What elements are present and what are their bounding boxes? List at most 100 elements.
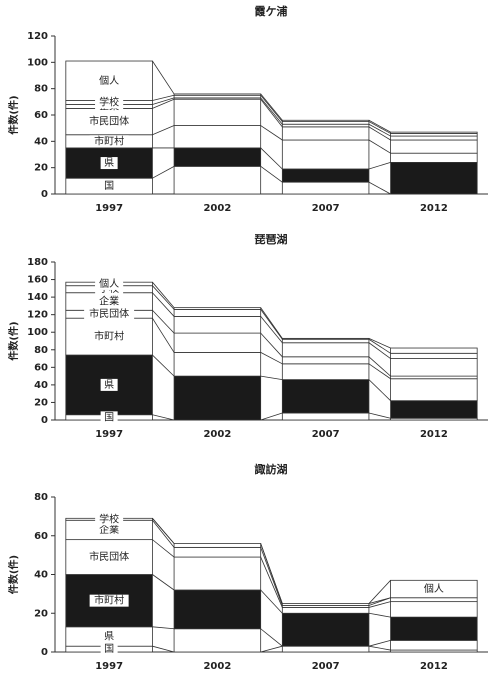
label-bg	[84, 308, 135, 321]
series-label: 県	[104, 631, 114, 643]
label-bg	[95, 74, 124, 87]
bar-segment	[281, 612, 370, 647]
connector	[260, 316, 283, 344]
connector	[152, 281, 175, 308]
connector	[260, 332, 283, 358]
connector	[368, 338, 391, 349]
bar-segment	[281, 126, 370, 141]
connector	[260, 307, 283, 339]
bar-segment	[390, 352, 478, 359]
y-tick-label: 60	[34, 110, 48, 121]
bar-segment	[390, 161, 478, 195]
bar-segment	[173, 546, 262, 558]
series-label: 市町村	[94, 330, 124, 343]
x-tick-label: 2002	[203, 661, 231, 672]
connector	[152, 97, 175, 105]
label-bg	[419, 583, 448, 596]
bar-segment	[173, 556, 262, 591]
series-label: 市民団体	[89, 307, 129, 320]
connector	[152, 60, 175, 95]
bar-segment	[281, 338, 370, 344]
y-tick-label: 120	[27, 310, 48, 321]
y-tick-label: 80	[34, 84, 48, 95]
connector	[368, 645, 391, 651]
connector	[368, 181, 391, 195]
label-bg	[95, 96, 124, 109]
y-tick-label: 80	[34, 492, 48, 503]
bar-segment	[390, 378, 478, 402]
bar-segment	[173, 543, 262, 548]
connector	[152, 94, 175, 101]
series-label: 県	[104, 379, 114, 391]
bar-segment	[173, 352, 262, 377]
connector	[368, 612, 391, 618]
series-label: 国	[104, 643, 114, 655]
connector	[368, 363, 391, 380]
bar-segment	[173, 125, 262, 149]
connector	[368, 412, 391, 419]
label-bg	[89, 135, 129, 148]
connector	[368, 162, 391, 170]
connector	[260, 547, 283, 606]
label-bg	[84, 551, 135, 564]
bar-segment	[281, 337, 370, 340]
connector	[260, 94, 283, 122]
connector	[152, 539, 175, 558]
bar-segment	[281, 342, 370, 358]
connector	[260, 125, 283, 141]
bar-segment	[390, 131, 478, 134]
y-axis-label: 件数(件)	[7, 555, 20, 594]
bar-segment	[390, 601, 478, 618]
y-tick-label: 100	[27, 57, 48, 68]
bar-segment	[173, 589, 262, 630]
bar-segment	[173, 93, 262, 96]
bar-segment	[173, 98, 262, 126]
connector	[260, 412, 283, 421]
connector	[368, 338, 391, 354]
connector	[260, 309, 283, 340]
connector	[368, 379, 391, 401]
connector	[368, 342, 391, 359]
label-bg	[100, 378, 118, 391]
connector	[368, 597, 391, 604]
y-axis-label: 件数(件)	[7, 95, 20, 134]
y-tick-label: 120	[27, 31, 48, 42]
label-bg	[95, 513, 124, 526]
x-tick-label: 2007	[312, 203, 340, 214]
connector	[368, 601, 391, 608]
chart-title: 琵琶湖	[255, 232, 288, 246]
y-tick-label: 0	[41, 189, 48, 200]
y-tick-label: 80	[34, 345, 48, 356]
bar-segment	[390, 139, 478, 154]
series-label: 市町村	[94, 134, 124, 147]
y-tick-label: 160	[27, 275, 48, 286]
connector	[368, 580, 391, 604]
series-label: 県	[104, 157, 114, 169]
bar-segment	[281, 181, 370, 195]
x-tick-label: 2012	[420, 203, 448, 214]
bar-segment	[281, 363, 370, 381]
connector	[368, 121, 391, 134]
label-bg	[100, 157, 118, 170]
y-tick-label: 20	[34, 163, 48, 174]
y-tick-label: 40	[34, 570, 48, 581]
connector	[368, 356, 391, 377]
bar-segment	[281, 607, 370, 614]
connector	[260, 97, 283, 125]
series-label: 企業	[99, 523, 119, 536]
bar-segment	[281, 356, 370, 365]
connector	[260, 375, 283, 381]
y-tick-label: 100	[27, 327, 48, 338]
connector	[152, 310, 175, 334]
y-tick-label: 140	[27, 292, 48, 303]
connector	[260, 93, 283, 121]
x-tick-label: 2002	[203, 429, 231, 440]
connector	[152, 414, 175, 421]
series-label: 国	[104, 180, 114, 192]
bar-segment	[390, 597, 478, 603]
y-tick-label: 0	[41, 415, 48, 426]
bar-segment	[173, 316, 262, 334]
label-bg	[100, 643, 118, 656]
series-label: 個人	[424, 582, 444, 595]
